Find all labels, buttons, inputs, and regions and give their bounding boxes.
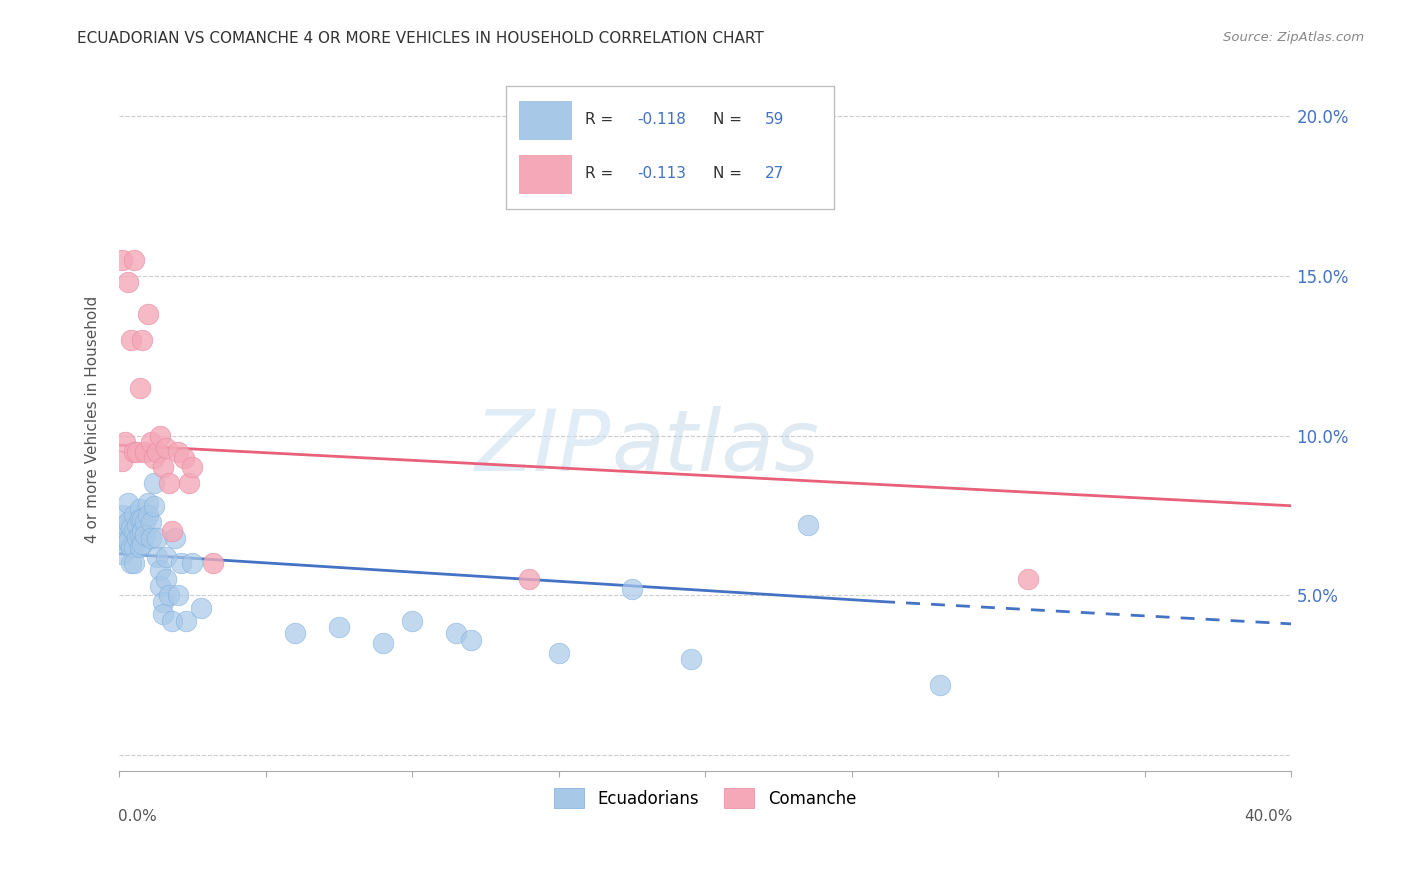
Point: [120, 541, 142, 555]
Point: [111, 253, 134, 268]
Point: [146, 531, 169, 545]
Point: [114, 533, 136, 548]
Point: [181, 556, 204, 570]
Point: [117, 533, 139, 548]
Point: [138, 508, 160, 523]
Point: [163, 531, 186, 545]
Point: [201, 556, 224, 570]
Point: [138, 307, 160, 321]
Point: [152, 460, 174, 475]
Point: [160, 614, 183, 628]
Point: [146, 549, 169, 564]
Point: [620, 582, 643, 596]
Point: [125, 531, 148, 545]
Text: Source: ZipAtlas.com: Source: ZipAtlas.com: [1223, 31, 1364, 45]
Text: 40.0%: 40.0%: [1244, 809, 1292, 824]
Point: [146, 444, 169, 458]
Point: [444, 626, 467, 640]
Point: [122, 541, 145, 555]
Point: [141, 515, 163, 529]
Point: [134, 515, 156, 529]
Text: ZIP: ZIP: [475, 406, 612, 489]
Point: [122, 556, 145, 570]
Point: [166, 444, 188, 458]
Point: [152, 607, 174, 622]
Point: [111, 547, 134, 561]
Point: [131, 511, 153, 525]
Text: atlas: atlas: [612, 406, 820, 489]
Point: [797, 517, 820, 532]
Point: [143, 499, 166, 513]
Point: [371, 636, 394, 650]
Point: [120, 333, 142, 347]
Point: [131, 537, 153, 551]
Point: [134, 527, 156, 541]
Point: [149, 578, 172, 592]
Point: [114, 517, 136, 532]
Point: [141, 531, 163, 545]
Point: [117, 495, 139, 509]
Point: [328, 620, 350, 634]
Point: [114, 434, 136, 449]
Point: [679, 652, 702, 666]
Point: [122, 253, 145, 268]
Point: [173, 450, 195, 465]
Text: 0.0%: 0.0%: [118, 809, 156, 824]
Y-axis label: 4 or more Vehicles in Household: 4 or more Vehicles in Household: [86, 296, 100, 543]
Point: [143, 450, 166, 465]
Point: [141, 434, 163, 449]
Point: [120, 556, 142, 570]
Point: [152, 594, 174, 608]
Point: [284, 626, 307, 640]
Point: [111, 454, 134, 468]
Point: [128, 381, 150, 395]
Point: [157, 476, 180, 491]
Point: [125, 517, 148, 532]
Point: [128, 502, 150, 516]
Point: [190, 601, 212, 615]
Point: [179, 476, 201, 491]
Point: [155, 549, 177, 564]
Point: [128, 511, 150, 525]
Point: [1017, 572, 1039, 586]
Point: [928, 677, 950, 691]
Point: [181, 460, 204, 475]
Point: [149, 563, 172, 577]
Point: [547, 646, 569, 660]
Point: [166, 588, 188, 602]
Point: [401, 614, 423, 628]
Point: [131, 524, 153, 539]
Point: [125, 444, 148, 458]
Legend: Ecuadorians, Comanche: Ecuadorians, Comanche: [548, 781, 863, 815]
Point: [122, 444, 145, 458]
Point: [160, 524, 183, 539]
Point: [134, 444, 156, 458]
Text: ECUADORIAN VS COMANCHE 4 OR MORE VEHICLES IN HOUSEHOLD CORRELATION CHART: ECUADORIAN VS COMANCHE 4 OR MORE VEHICLE…: [77, 31, 763, 46]
Point: [176, 614, 198, 628]
Point: [460, 632, 482, 647]
Point: [128, 541, 150, 555]
Point: [117, 276, 139, 290]
Point: [143, 476, 166, 491]
Point: [519, 572, 541, 586]
Point: [157, 588, 180, 602]
Point: [169, 556, 191, 570]
Point: [117, 515, 139, 529]
Point: [149, 428, 172, 442]
Point: [155, 442, 177, 456]
Point: [111, 508, 134, 523]
Point: [111, 531, 134, 545]
Point: [155, 572, 177, 586]
Point: [131, 333, 153, 347]
Point: [138, 495, 160, 509]
Point: [128, 527, 150, 541]
Point: [122, 524, 145, 539]
Point: [120, 521, 142, 535]
Point: [122, 508, 145, 523]
